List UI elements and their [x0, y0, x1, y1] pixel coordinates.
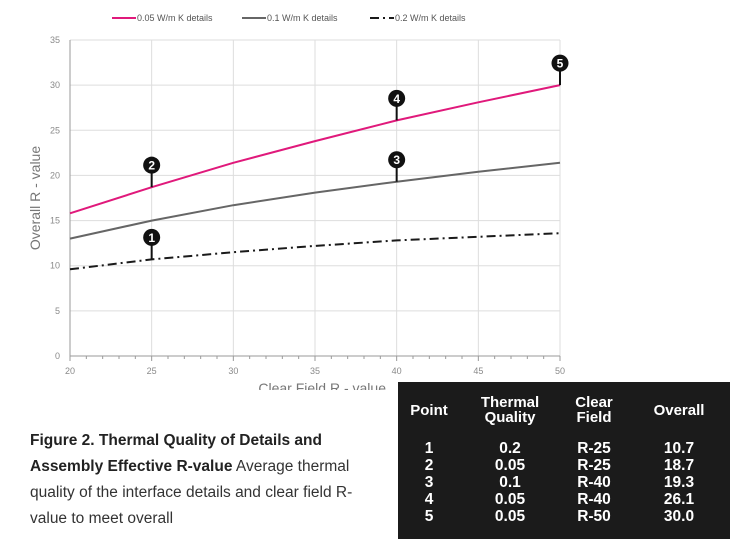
cell-overall: 10.7	[663, 440, 695, 457]
cell-overall: 26.1	[663, 491, 695, 508]
annotation-label: 4	[393, 92, 400, 106]
cell-thermal-quality: 0.2	[499, 440, 521, 457]
line-chart: 0.05 W/m K details 0.1 W/m K details 0.2 W…	[27, 13, 569, 390]
annotations: 1 2 3 4 5	[143, 54, 569, 260]
summary-table: Point Thermal Quality Clear Field Overal…	[398, 382, 730, 539]
y-tick-label: 25	[50, 125, 60, 135]
cell-clear-field: R-50	[577, 508, 611, 525]
legend-label: 0.05 W/m K details	[137, 13, 213, 23]
gridlines	[69, 39, 561, 357]
x-tick-label: 30	[228, 366, 238, 376]
cell-thermal-quality: 0.05	[494, 457, 526, 474]
table-header-row: Point Thermal Quality Clear Field Overal…	[398, 382, 730, 438]
series-line	[69, 232, 561, 271]
annotation-marker	[143, 228, 161, 246]
y-axis-title: Overall R - value	[27, 146, 43, 250]
cell-thermal-quality: 0.05	[494, 508, 526, 525]
cell-overall: 18.7	[663, 457, 695, 474]
y-tick-label: 20	[50, 170, 60, 180]
header-point: Point	[410, 401, 448, 419]
annotation-label: 3	[393, 153, 400, 167]
x-tick-label: 50	[555, 366, 565, 376]
legend-label: 0.2 W/m K details	[395, 13, 466, 23]
series-line	[69, 84, 561, 215]
table-row: 5 0.05 R-50 30.0	[398, 508, 730, 525]
legend: 0.05 W/m K details 0.1 W/m K details 0.2 W…	[112, 13, 466, 23]
data-table: Point Thermal Quality Clear Field Overal…	[398, 382, 730, 525]
table-row: 2 0.05 R-25 18.7	[398, 457, 730, 474]
cell-overall: 30.0	[663, 508, 695, 525]
cell-thermal-quality: 0.1	[499, 474, 521, 491]
x-tick-label: 20	[65, 366, 75, 376]
figure-caption: Figure 2. Thermal Quality of Details and…	[30, 428, 380, 532]
table-row: 4 0.05 R-40 26.1	[398, 491, 730, 508]
caption-title: Figure 2. Thermal Quality of Details and…	[30, 432, 322, 475]
y-tick-label: 10	[50, 261, 60, 271]
x-tick-label: 35	[310, 366, 320, 376]
annotation-label: 2	[148, 159, 155, 173]
caption-body: Average thermal quality of the interface…	[30, 458, 353, 527]
cell-clear-field: R-25	[577, 440, 611, 457]
header-clear-field: Clear Field	[575, 394, 613, 426]
cell-overall: 19.3	[663, 474, 695, 491]
header-thermal-quality: Thermal Quality	[480, 394, 540, 426]
x-tick-label: 45	[473, 366, 483, 376]
x-tick-label: 40	[392, 366, 402, 376]
cell-clear-field: R-40	[577, 474, 611, 491]
y-tick-label: 5	[55, 306, 60, 316]
legend-label: 0.1 W/m K details	[267, 13, 338, 23]
y-tick-label: 30	[50, 80, 60, 90]
annotation-marker	[388, 151, 406, 169]
cell-clear-field: R-25	[577, 457, 611, 474]
cell-point: 3	[424, 474, 434, 491]
header-overall: Overall	[653, 401, 705, 419]
annotation-label: 1	[148, 231, 155, 245]
cell-clear-field: R-40	[577, 491, 611, 508]
y-tick-label: 15	[50, 216, 60, 226]
table-row: 3 0.1 R-40 19.3	[398, 474, 730, 491]
cell-point: 4	[424, 491, 434, 508]
x-tick-label: 25	[147, 366, 157, 376]
series-line	[69, 161, 561, 240]
annotation-label: 5	[557, 57, 564, 71]
cell-point: 5	[424, 508, 434, 525]
cell-point: 1	[424, 440, 434, 457]
cell-point: 2	[424, 457, 434, 474]
cell-thermal-quality: 0.05	[494, 491, 526, 508]
y-tick-label: 35	[50, 35, 60, 45]
annotation-marker	[388, 89, 406, 107]
annotation-marker	[143, 156, 161, 174]
table-row: 1 0.2 R-25 10.7	[398, 438, 730, 457]
annotation-marker	[551, 54, 569, 72]
y-tick-label: 0	[55, 351, 60, 361]
axes	[69, 40, 561, 361]
series-layer	[69, 84, 561, 271]
x-axis-title: Clear Field R - value	[258, 380, 386, 390]
